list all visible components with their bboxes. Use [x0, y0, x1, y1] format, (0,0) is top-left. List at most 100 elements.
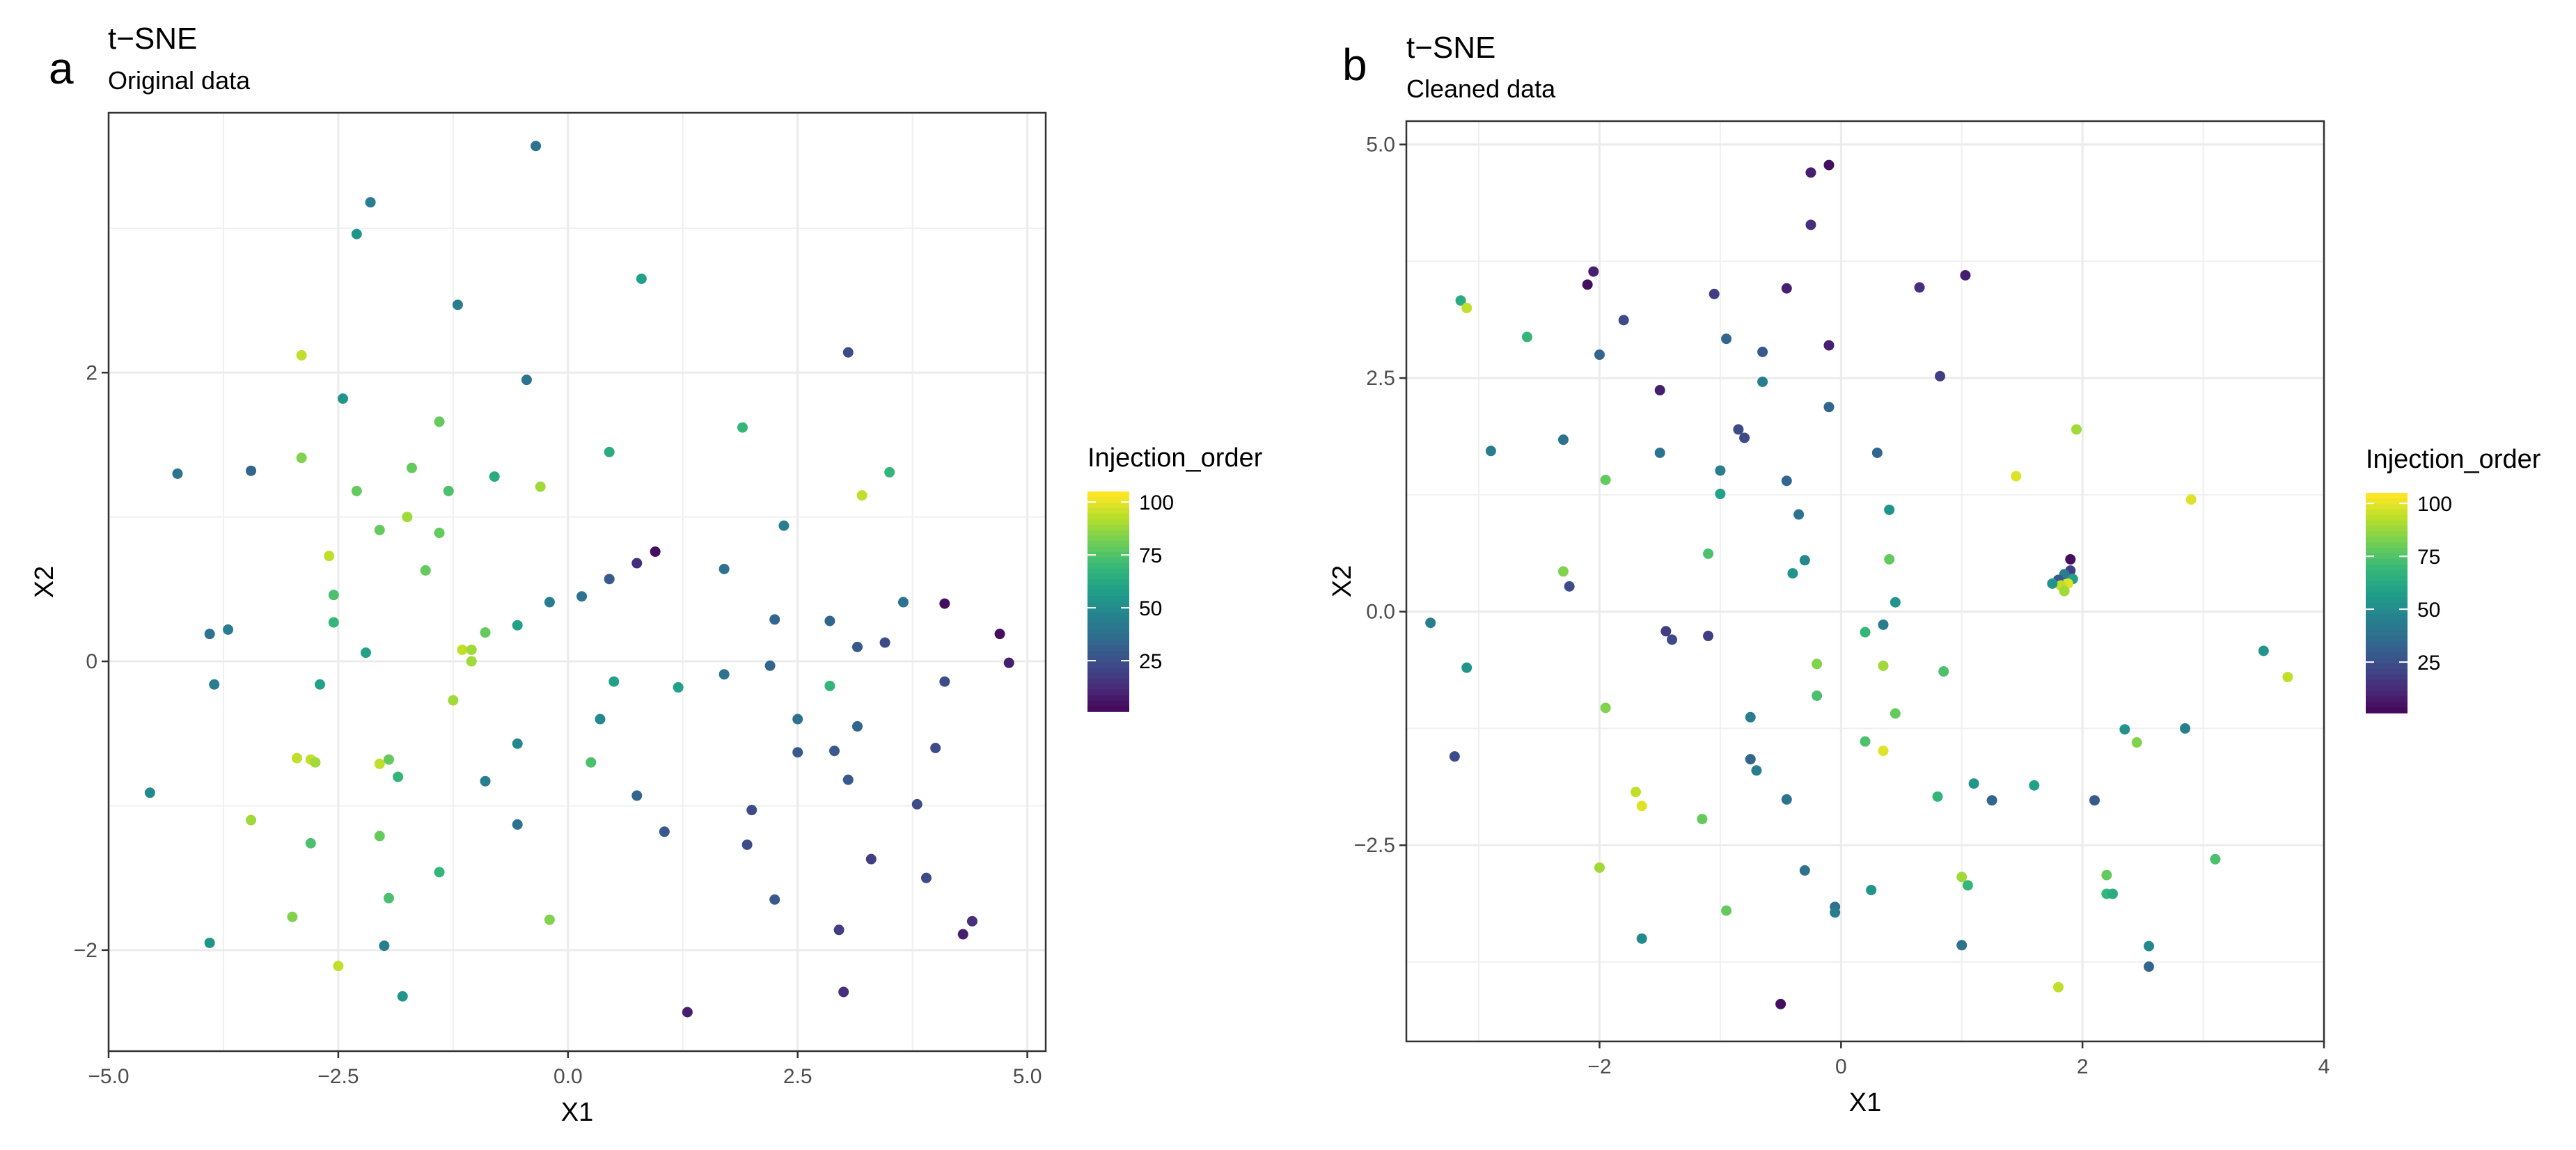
- data-point: [682, 1007, 693, 1018]
- legend-color-step: [2366, 603, 2408, 609]
- data-point: [939, 676, 950, 687]
- legend-color-step: [2366, 619, 2408, 626]
- data-point: [631, 558, 643, 569]
- legend-color-step: [1087, 507, 1129, 514]
- legend-color-step: [1087, 496, 1129, 503]
- data-point: [1461, 662, 1472, 673]
- plot-border: [1405, 120, 2325, 1043]
- legend-label: 75: [2417, 546, 2440, 569]
- y-axis-title: X2: [1328, 565, 1357, 597]
- legend-color-step: [2366, 608, 2408, 615]
- data-point: [792, 747, 803, 758]
- y-tick-label: 0: [86, 650, 97, 673]
- legend-color-step: [1087, 661, 1129, 668]
- data-point: [1878, 660, 1889, 671]
- data-point: [1860, 736, 1871, 747]
- chart-subtitle: Cleaned data: [1406, 74, 1556, 103]
- data-point: [393, 771, 404, 782]
- data-point: [1884, 504, 1895, 515]
- data-point: [360, 647, 371, 659]
- data-point: [842, 774, 854, 785]
- panel-letter: b: [1342, 40, 1367, 90]
- legend-color-step: [1087, 672, 1129, 679]
- data-point: [650, 546, 661, 557]
- legend-color-step: [1087, 695, 1129, 701]
- data-point: [769, 894, 780, 905]
- legend-color-step: [2366, 636, 2408, 643]
- data-point: [172, 468, 183, 479]
- data-point: [608, 676, 620, 687]
- legend-color-step: [2366, 575, 2408, 582]
- legend-color-step: [2366, 647, 2408, 653]
- data-point: [466, 644, 477, 655]
- data-point: [1932, 791, 1943, 802]
- data-point: [2071, 424, 2082, 435]
- legend-color-step: [2366, 503, 2408, 510]
- legend: Injection_order 25 50 75 100: [2366, 445, 2541, 714]
- data-point: [1830, 907, 1841, 918]
- data-point: [2029, 780, 2040, 791]
- data-point: [296, 452, 307, 464]
- legend-color-step: [1087, 601, 1129, 608]
- data-point: [383, 754, 394, 765]
- data-point: [374, 758, 385, 769]
- legend-color-step: [2366, 624, 2408, 631]
- legend-color-step: [1087, 585, 1129, 591]
- data-point: [1636, 801, 1647, 812]
- data-point: [512, 738, 523, 749]
- data-point: [576, 591, 588, 602]
- chart-title: t−SNE: [108, 22, 197, 56]
- data-point: [842, 347, 854, 358]
- legend-color-step: [1087, 513, 1129, 520]
- data-point: [1805, 219, 1816, 230]
- data-point: [1654, 447, 1665, 458]
- legend-color-step: [2366, 581, 2408, 588]
- data-point: [434, 527, 445, 538]
- legend-label: 100: [2417, 493, 2452, 516]
- data-point: [535, 481, 546, 492]
- data-point: [838, 986, 849, 998]
- legend-color-step: [2366, 514, 2408, 521]
- data-point: [1721, 333, 1732, 345]
- data-point: [489, 471, 500, 482]
- legend-color-step: [1087, 623, 1129, 630]
- data-point: [2059, 585, 2070, 597]
- legend-color-step: [1087, 678, 1129, 685]
- data-point: [512, 819, 523, 830]
- data-point: [1600, 702, 1611, 714]
- legend-color-step: [1087, 568, 1129, 575]
- legend-color-step: [1087, 519, 1129, 526]
- data-point: [1823, 402, 1835, 413]
- data-point: [1557, 566, 1569, 577]
- data-point: [2011, 471, 2022, 482]
- legend-color-step: [1087, 640, 1129, 646]
- data-point: [1871, 447, 1883, 458]
- data-points: [144, 141, 1014, 1018]
- data-point: [1557, 434, 1569, 446]
- data-point: [1715, 465, 1726, 476]
- legend-color-step: [2366, 691, 2408, 698]
- data-point: [1654, 385, 1665, 396]
- data-point: [2101, 869, 2112, 881]
- legend-color-step: [2366, 569, 2408, 576]
- data-point: [2065, 553, 2076, 565]
- data-point: [351, 228, 362, 239]
- data-point: [2119, 724, 2130, 735]
- legend-title: Injection_order: [2366, 445, 2541, 474]
- data-point: [1805, 167, 1816, 178]
- data-point: [1449, 751, 1460, 762]
- y-axis-title: X2: [30, 566, 59, 598]
- data-point: [383, 892, 394, 904]
- data-point: [1715, 489, 1726, 500]
- data-point: [1781, 283, 1792, 294]
- data-point: [851, 641, 863, 652]
- legend-label: 25: [2417, 652, 2440, 675]
- data-point: [1938, 666, 1949, 677]
- data-point: [879, 637, 890, 648]
- legend-color-step: [2366, 586, 2408, 592]
- x-tick-label: −5.0: [88, 1065, 129, 1088]
- data-point: [673, 682, 684, 693]
- data-point: [310, 757, 321, 768]
- x-tick-label: −2: [1587, 1055, 1611, 1078]
- data-point: [884, 466, 895, 478]
